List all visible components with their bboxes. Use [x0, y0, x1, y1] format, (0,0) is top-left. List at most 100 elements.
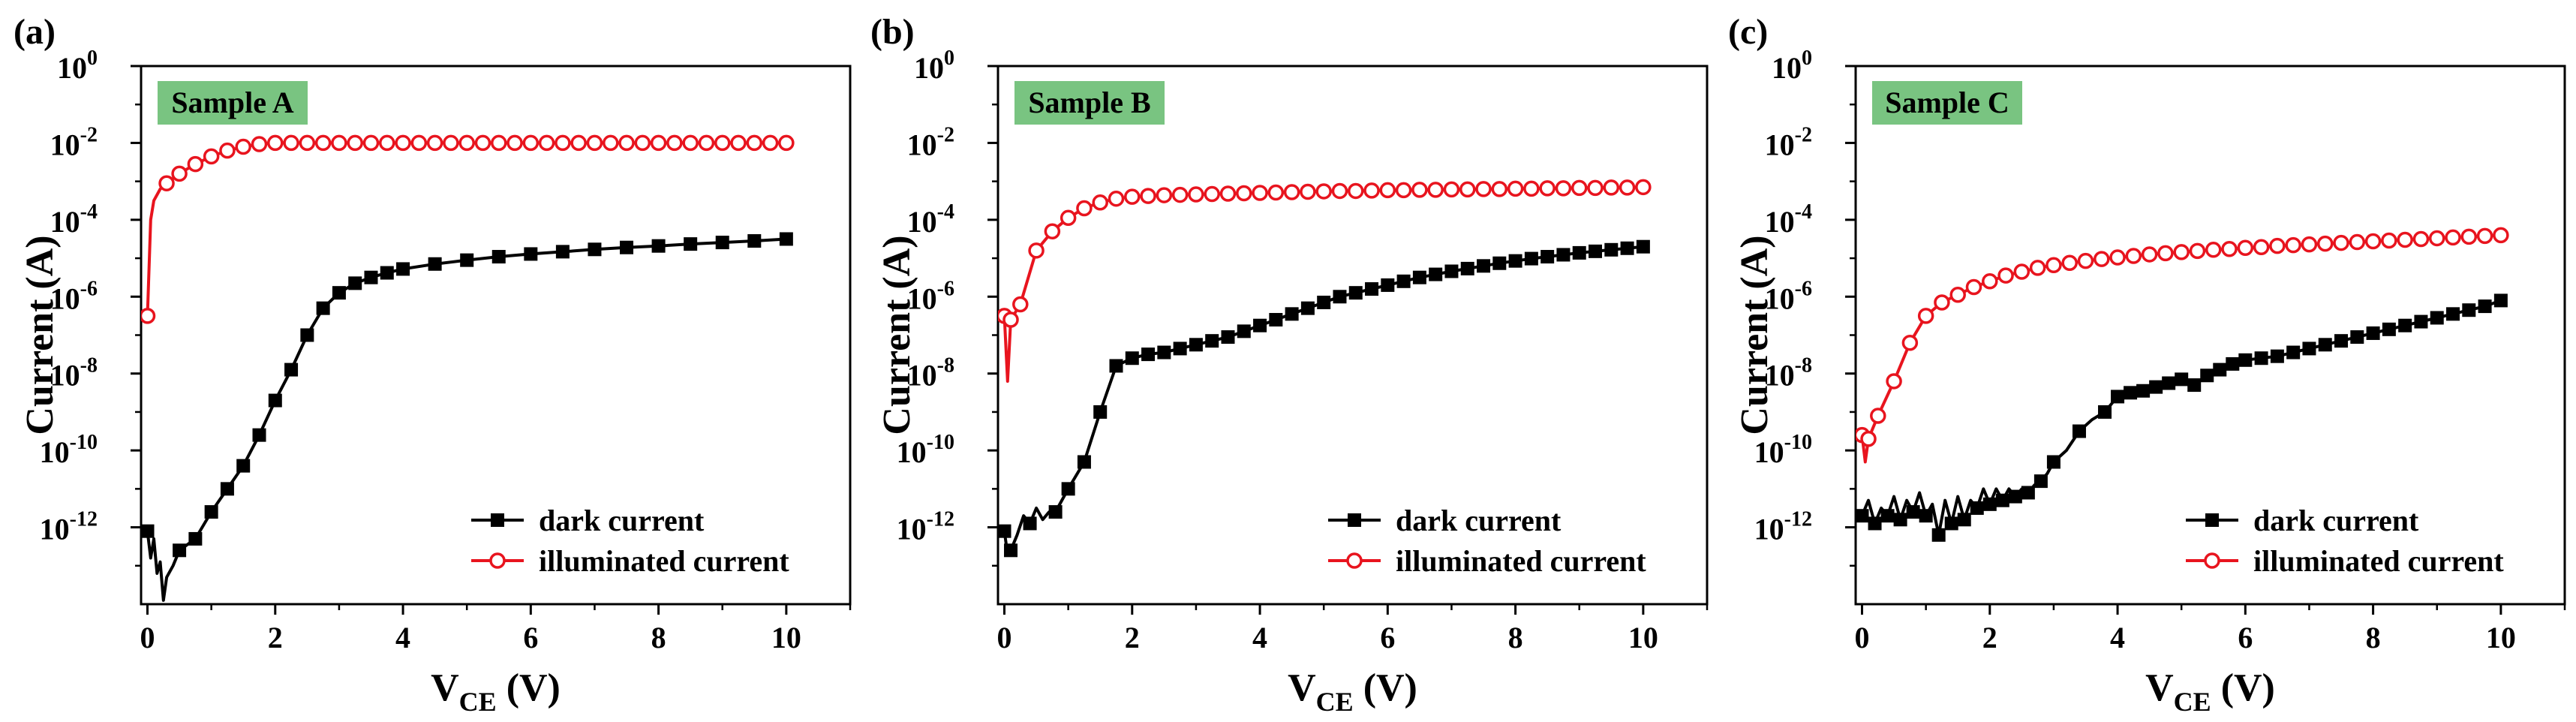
data-point-dark — [2286, 345, 2301, 359]
data-point-illuminated — [506, 134, 523, 152]
x-tick-label: 8 — [651, 621, 666, 654]
data-point-illuminated — [2364, 233, 2382, 250]
data-point-dark — [2414, 314, 2428, 329]
y-tick-label: 10-6 — [907, 277, 954, 315]
data-point-dark — [1004, 543, 1018, 558]
data-point-illuminated — [2125, 248, 2142, 264]
data-point-illuminated — [1443, 181, 1460, 198]
data-point-dark — [2149, 380, 2163, 394]
y-axis-title: Current (A) — [1733, 235, 1776, 435]
data-point-illuminated — [522, 134, 540, 152]
data-point-dark — [1317, 295, 1331, 309]
x-axis-title: VCE (V) — [1288, 666, 1417, 717]
data-point-dark — [1269, 313, 1283, 327]
data-point-dark — [2098, 405, 2112, 419]
data-point-illuminated — [1587, 179, 1604, 197]
x-tick-label: 6 — [2238, 621, 2253, 654]
y-tick-label: 10-4 — [907, 200, 954, 239]
data-point-dark — [779, 232, 793, 246]
data-point-dark — [284, 363, 299, 377]
data-point-dark — [2124, 386, 2138, 400]
data-point-dark — [2493, 293, 2508, 308]
panel-label: (a) — [14, 12, 56, 52]
data-point-dark — [1982, 497, 1997, 511]
data-point-dark — [1957, 513, 1971, 527]
data-point-illuminated — [347, 134, 363, 152]
data-point-illuminated — [1252, 185, 1268, 201]
sample-badge — [158, 81, 308, 125]
data-point-illuminated — [1395, 182, 1412, 199]
data-point-illuminated — [187, 155, 204, 173]
data-point-illuminated — [2316, 235, 2334, 252]
data-point-dark — [173, 543, 187, 558]
data-point-dark — [1189, 338, 1203, 352]
data-point-dark — [2382, 322, 2396, 336]
data-point-dark — [1995, 493, 2009, 507]
data-point-illuminated — [2412, 230, 2430, 248]
panel-b: (b) 0 2 4 6 8 10 100 10-2 10-4 10-6 10-8 10-10 10-12 V… — [870, 12, 1709, 717]
data-point-illuminated — [1860, 431, 1877, 447]
data-point-illuminated — [1934, 294, 1950, 311]
plot-area — [998, 179, 1652, 558]
y-axis-title: Current (A) — [876, 235, 918, 435]
data-point-dark — [1300, 301, 1315, 315]
data-point-dark — [1333, 290, 1347, 304]
x-axis-title: VCE (V) — [2145, 666, 2275, 717]
data-point-dark — [188, 531, 203, 546]
legend-marker-square — [2205, 513, 2219, 527]
data-point-dark — [2200, 369, 2214, 383]
data-point-illuminated — [1965, 278, 1982, 296]
data-point-illuminated — [474, 134, 491, 152]
data-point-illuminated — [2493, 227, 2509, 244]
plot-area — [141, 134, 795, 602]
data-point-illuminated — [1555, 180, 1572, 197]
data-point-illuminated — [1603, 179, 1620, 196]
legend-marker-square — [1348, 513, 1361, 527]
data-point-illuminated — [618, 134, 635, 152]
data-point-illuminated — [634, 134, 651, 152]
data-point-illuminated — [1539, 180, 1556, 197]
data-point-dark — [1540, 250, 1555, 264]
x-tick-label: 0 — [997, 621, 1012, 654]
data-point-illuminated — [458, 134, 475, 152]
y-tick-label: 10-10 — [40, 431, 98, 469]
data-point-illuminated — [235, 138, 251, 155]
data-point-illuminated — [570, 134, 587, 152]
data-point-illuminated — [2445, 229, 2461, 246]
data-point-dark — [2462, 303, 2476, 317]
data-point-dark — [1589, 244, 1603, 258]
data-point-illuminated — [1475, 181, 1492, 197]
data-point-illuminated — [1124, 188, 1141, 205]
data-point-dark — [332, 286, 346, 300]
data-point-illuminated — [666, 134, 683, 152]
y-tick-label: 10-4 — [1765, 200, 1812, 239]
data-point-dark — [2021, 486, 2035, 500]
data-point-dark — [220, 482, 234, 496]
data-point-dark — [1492, 256, 1507, 270]
data-point-dark — [1429, 267, 1443, 281]
data-point-illuminated — [538, 134, 555, 152]
data-point-dark — [2398, 318, 2412, 332]
y-tick-label: 10-12 — [40, 508, 98, 546]
y-tick-label: 10-10 — [1754, 431, 1812, 469]
data-point-illuminated — [1363, 182, 1380, 199]
data-point-dark — [620, 240, 634, 254]
data-point-dark — [1061, 482, 1075, 496]
y-tick-label: 100 — [914, 47, 954, 85]
x-tick-label: 2 — [1982, 621, 1997, 654]
data-point-illuminated — [2301, 236, 2318, 253]
data-point-dark — [1348, 286, 1363, 300]
data-point-dark — [1173, 341, 1187, 356]
data-point-illuminated — [2061, 254, 2078, 271]
data-point-dark — [1604, 242, 1619, 257]
data-point-illuminated — [1236, 185, 1252, 202]
data-point-dark — [1109, 359, 1123, 373]
data-point-illuminated — [1300, 183, 1316, 200]
legend-label: illuminated current — [2253, 544, 2504, 578]
data-point-illuminated — [2476, 227, 2493, 245]
data-point-dark — [1944, 516, 1958, 531]
series-line-dark — [1860, 299, 2502, 537]
y-tick-label: 10-8 — [1765, 354, 1812, 393]
legend-label: dark current — [1396, 504, 1562, 537]
data-point-dark — [1856, 509, 1869, 523]
